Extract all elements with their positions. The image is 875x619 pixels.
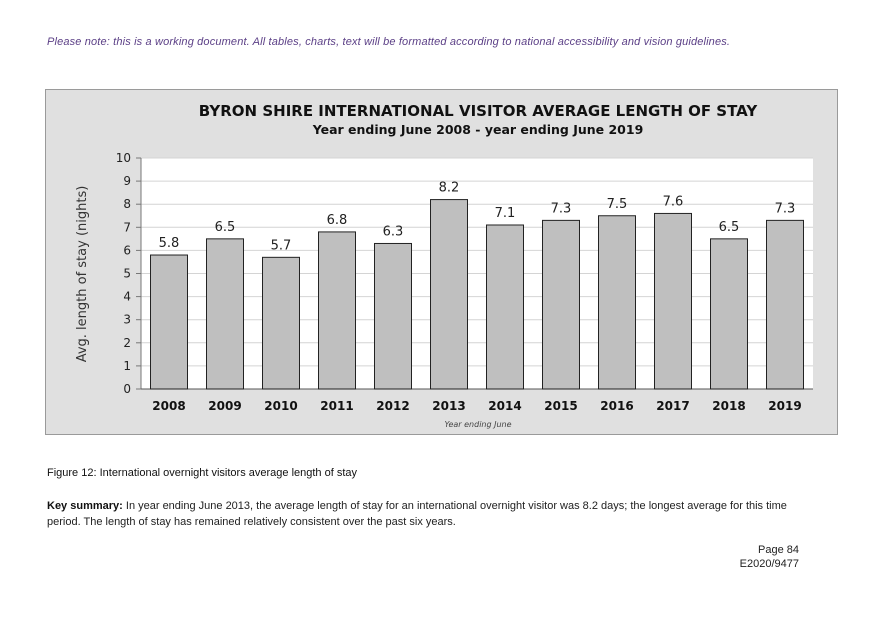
x-tick-label: 2011 bbox=[320, 399, 353, 413]
document-reference: E2020/9477 bbox=[739, 558, 799, 570]
page-number: Page 84 bbox=[758, 544, 799, 556]
y-tick-label: 7 bbox=[123, 220, 131, 234]
bar bbox=[262, 256, 300, 390]
data-label: 5.7 bbox=[271, 238, 292, 253]
x-tick-label: 2009 bbox=[208, 399, 241, 413]
y-tick-label: 0 bbox=[123, 382, 131, 396]
bar bbox=[654, 212, 692, 390]
x-tick-label: 2014 bbox=[488, 399, 521, 413]
data-label: 6.5 bbox=[719, 220, 740, 235]
figure-caption: Figure 12: International overnight visit… bbox=[47, 467, 358, 479]
y-tick-label: 1 bbox=[123, 359, 131, 373]
key-summary-text: In year ending June 2013, the average le… bbox=[47, 500, 787, 528]
x-tick-label: 2013 bbox=[432, 399, 465, 413]
bar bbox=[486, 224, 524, 390]
x-tick-label: 2017 bbox=[656, 399, 689, 413]
data-label: 7.5 bbox=[607, 197, 628, 212]
x-tick-label: 2010 bbox=[264, 399, 297, 413]
chart-subtitle: Year ending June 2008 - year ending June… bbox=[312, 122, 644, 137]
x-tick-label: 2019 bbox=[768, 399, 801, 413]
y-tick-label: 10 bbox=[116, 151, 131, 165]
page-info: Page 84 E2020/9477 bbox=[740, 543, 799, 571]
bar bbox=[206, 238, 244, 390]
bar bbox=[598, 215, 636, 390]
data-label: 6.3 bbox=[383, 224, 404, 239]
x-tick-label: 2012 bbox=[376, 399, 409, 413]
bar-chart: BYRON SHIRE INTERNATIONAL VISITOR AVERAG… bbox=[75, 102, 813, 429]
bar bbox=[542, 219, 580, 390]
data-label: 6.8 bbox=[327, 213, 348, 228]
bar bbox=[710, 238, 748, 390]
data-label: 7.3 bbox=[551, 201, 572, 216]
bar bbox=[374, 242, 412, 390]
key-summary: Key summary: In year ending June 2013, t… bbox=[47, 498, 807, 530]
bar bbox=[766, 219, 804, 390]
data-label: 7.6 bbox=[663, 194, 684, 209]
data-label: 6.5 bbox=[215, 220, 236, 235]
x-tick-label: 2018 bbox=[712, 399, 745, 413]
key-summary-label: Key summary: bbox=[47, 500, 123, 512]
chart-title: BYRON SHIRE INTERNATIONAL VISITOR AVERAG… bbox=[199, 102, 759, 120]
data-label: 7.1 bbox=[495, 206, 516, 221]
y-tick-label: 5 bbox=[123, 267, 131, 281]
y-tick-label: 3 bbox=[123, 313, 131, 327]
x-tick-label: 2015 bbox=[544, 399, 577, 413]
data-label: 7.3 bbox=[775, 201, 796, 216]
bar bbox=[430, 199, 468, 390]
y-axis-title: Avg. length of stay (nights) bbox=[75, 186, 90, 363]
working-document-note: Please note: this is a working document.… bbox=[47, 36, 731, 48]
x-tick-label: 2016 bbox=[600, 399, 633, 413]
bar bbox=[150, 254, 188, 390]
x-tick-label: 2008 bbox=[152, 399, 185, 413]
y-tick-label: 6 bbox=[123, 243, 131, 257]
y-tick-label: 8 bbox=[123, 197, 131, 211]
x-axis-title: Year ending June bbox=[444, 420, 511, 429]
y-tick-label: 9 bbox=[123, 174, 131, 188]
chart-container: BYRON SHIRE INTERNATIONAL VISITOR AVERAG… bbox=[45, 89, 838, 435]
y-tick-label: 4 bbox=[123, 290, 131, 304]
data-label: 8.2 bbox=[439, 181, 460, 196]
bar bbox=[318, 231, 356, 390]
y-tick-label: 2 bbox=[123, 336, 131, 350]
data-label: 5.8 bbox=[159, 236, 180, 251]
